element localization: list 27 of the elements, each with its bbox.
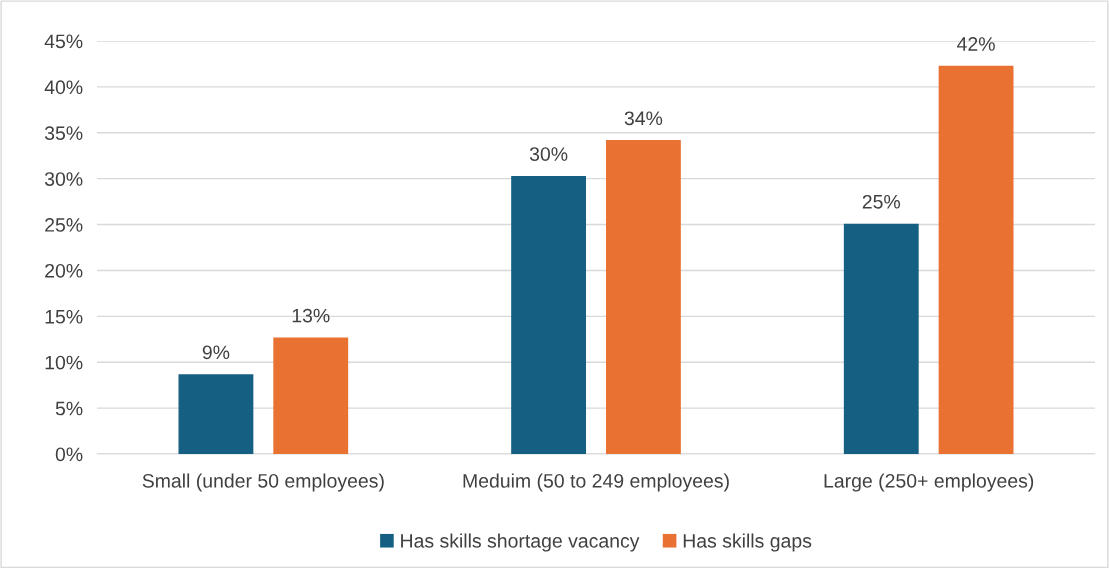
bar: [511, 175, 587, 454]
y-tick-label: 5%: [55, 401, 83, 416]
bar: [843, 223, 919, 454]
y-tick-label: 35%: [44, 126, 83, 141]
data-label: 34%: [624, 111, 663, 126]
y-tick-label: 0%: [55, 447, 83, 462]
legend-label: Has skills shortage vacancy: [401, 533, 640, 552]
data-label: 9%: [202, 345, 230, 360]
y-tick-label: 10%: [45, 355, 83, 370]
x-tick-label: Small (under 50 employees): [142, 473, 384, 492]
data-label: 42%: [957, 37, 995, 51]
y-tick-label: 20%: [45, 263, 83, 278]
x-tick-label: Large (250+ employees): [824, 473, 1034, 492]
y-tick-label: 25%: [45, 218, 83, 232]
bar: [178, 374, 254, 454]
legend-label: Has skills gaps: [683, 533, 812, 552]
y-tick-label: 15%: [45, 309, 83, 324]
y-tick-label: 40%: [44, 80, 83, 95]
y-tick-label: 30%: [44, 172, 83, 186]
data-label: 13%: [292, 308, 330, 323]
bar: [938, 65, 1014, 454]
y-tick-label: 45%: [44, 34, 83, 49]
data-label: 30%: [529, 147, 568, 161]
data-label: 25%: [862, 194, 901, 209]
x-tick-label: Meduim (50 to 249 employees): [463, 473, 729, 492]
bar: [605, 140, 681, 454]
bar: [273, 337, 349, 454]
